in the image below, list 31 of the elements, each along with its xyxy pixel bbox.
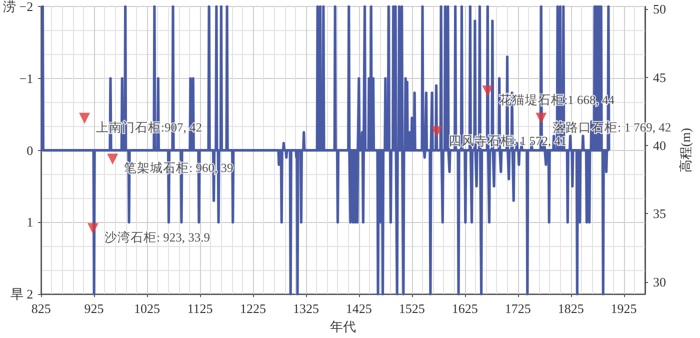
x-tick-label: 1225 — [240, 301, 266, 316]
x-tick-label: 1425 — [346, 301, 372, 316]
y2-tick-label: 50 — [653, 2, 666, 17]
y2-axis-title: 高程(m) — [678, 128, 693, 173]
x-tick-label: 1725 — [504, 301, 531, 316]
x-tick-label: 1525 — [398, 301, 425, 316]
y2-tick-label: 40 — [653, 138, 666, 154]
y-tick-label: 旱 2 — [10, 286, 34, 302]
x-tick-label: 1625 — [452, 301, 478, 316]
x-tick-label: 925 — [84, 301, 104, 316]
x-tick-label: 1325 — [292, 301, 319, 316]
y-tick-label: 0 — [26, 142, 34, 158]
x-tick-label: 1925 — [610, 301, 637, 316]
y2-tick-label: 35 — [653, 206, 666, 222]
x-axis-title: 年代 — [330, 319, 356, 334]
y-tick-label: 涝 −2 — [2, 0, 34, 14]
point — [87, 223, 98, 234]
y2-tick-label: 30 — [653, 274, 666, 290]
x-tick-label: 1125 — [187, 301, 213, 316]
point — [536, 112, 547, 124]
y-tick-label: 1 — [26, 214, 34, 230]
y2-tick-label: 45 — [653, 70, 666, 85]
y-tick-label: −1 — [19, 70, 34, 86]
x-tick-label: 1025 — [134, 301, 160, 316]
x-tick-label: 1825 — [558, 301, 584, 316]
data-label: 沙湾石柜: 923, 33.9 — [104, 230, 210, 245]
point — [79, 112, 90, 124]
point — [482, 86, 494, 97]
x-tick-label: 825 — [31, 301, 51, 316]
point — [431, 126, 442, 138]
point — [107, 154, 118, 165]
